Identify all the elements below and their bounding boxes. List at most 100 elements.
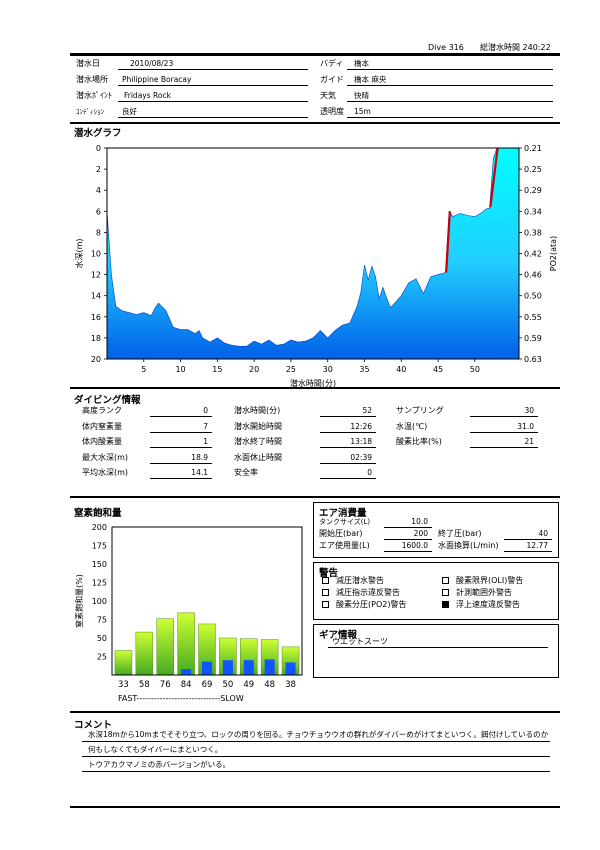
weather-label: 天気 xyxy=(320,91,336,100)
diving-info-label: 潜水時間(分) xyxy=(234,406,281,415)
depth-tick-label: 2 xyxy=(96,165,101,174)
nitrogen-tick-label: 125 xyxy=(92,579,107,588)
depth-tick-label: 8 xyxy=(96,228,101,237)
checked-box-icon xyxy=(442,601,449,608)
diving-info-label: 体内窒素量 xyxy=(82,421,122,431)
compartment-label: 38 xyxy=(285,680,296,690)
dive-profile-chart: 0 2 4 6 8 10 12 14 16 18 20 0.21 0.25 0.29 0.34 0.38 0.4… xyxy=(74,144,558,388)
po2-tick-label: 0.21 xyxy=(524,144,542,153)
nitrogen-bar xyxy=(135,631,154,676)
compartment-label: 58 xyxy=(139,680,150,690)
warning-label: 減圧潜水警告 xyxy=(336,576,384,585)
gear-title: ギア情報 xyxy=(319,630,358,641)
air-used-label: エア使用量(L) xyxy=(319,541,370,550)
graph-title: 潜水グラフ xyxy=(74,128,122,139)
diving-info-title: ダイビング情報 xyxy=(74,395,141,406)
unchecked-box-icon xyxy=(322,601,329,608)
diving-info-label: 体内酸素量 xyxy=(82,437,122,446)
visibility-label: 透明度 xyxy=(320,107,344,116)
x-axis-title: 潜水時間(分) xyxy=(290,378,336,388)
oxygen-bar xyxy=(181,669,192,675)
oxygen-bar xyxy=(243,660,254,675)
time-tick-label: 20 xyxy=(249,365,259,374)
nitrogen-tick-label: 100 xyxy=(92,597,107,606)
oxygen-bar xyxy=(264,659,275,675)
dive-number: Dive 316 xyxy=(428,43,464,52)
depth-tick-label: 14 xyxy=(91,292,101,301)
ascent-warning-mark-1 xyxy=(445,211,451,273)
diving-info-label: 潜水開始時間 xyxy=(234,421,282,431)
warning-label: 計測範囲外警告 xyxy=(456,588,512,597)
warning-label: 酸素分圧(PO2)警告 xyxy=(336,600,407,609)
total-dive-time: 総潜水時間 240:22 xyxy=(480,43,551,52)
air-consumption-box: エア消費量 タンクサイズ(L) 10.0 開始圧(bar) 200 終了圧(ba… xyxy=(313,502,559,558)
date-value: 2010/08/23 xyxy=(130,59,174,68)
compartment-label: 84 xyxy=(181,680,192,690)
nitrogen-tick-label: 175 xyxy=(92,542,107,551)
po2-tick-label: 0.50 xyxy=(524,292,542,301)
guide-label: ガイド xyxy=(320,75,344,84)
sac-label: 水面換算(L/min) xyxy=(438,541,499,550)
nitrogen-plot-border xyxy=(111,526,303,676)
diving-info-value: 0 xyxy=(367,468,372,477)
depth-tick-label: 18 xyxy=(91,334,101,343)
point-label: 潜水ﾎﾟｲﾝﾄ xyxy=(76,91,112,100)
start-pressure-value: 200 xyxy=(413,529,428,538)
tank-value: 10.0 xyxy=(411,517,428,526)
nitrogen-bar xyxy=(114,650,133,676)
diving-info-value: 12:26 xyxy=(350,421,372,431)
point-value: Fridays Rock xyxy=(124,91,171,100)
warning-item: 減圧潜水警告 xyxy=(322,576,384,586)
compartment-label: 69 xyxy=(202,680,213,690)
po2-tick-label: 0.34 xyxy=(524,207,542,216)
air-used-value: 1600.0 xyxy=(401,541,428,550)
comment-title: コメント xyxy=(74,720,113,731)
y2-axis-title: PO2(ata) xyxy=(549,236,558,271)
comment-line-2: 何もしなくてもダイバーにまといつく。 xyxy=(88,745,223,754)
depth-tick-label: 10 xyxy=(91,250,101,259)
oxygen-bar xyxy=(222,660,233,675)
visibility-value: 15m xyxy=(354,107,371,116)
diving-info-value: 1 xyxy=(203,437,208,446)
nitrogen-tick-label: 50 xyxy=(97,634,107,643)
diving-info-label: 平均水深(m) xyxy=(82,468,129,477)
compartment-label: 33 xyxy=(118,680,129,690)
po2-tick-label: 0.29 xyxy=(524,186,542,195)
nitrogen-y-title: 窒素飽和量(%) xyxy=(74,574,84,628)
oxygen-bar xyxy=(285,662,296,675)
po2-tick-label: 0.63 xyxy=(524,355,542,364)
nitrogen-bar xyxy=(156,618,174,676)
diving-info-label: 安全率 xyxy=(234,468,258,477)
diving-info-label: 潜水終了時間 xyxy=(234,437,282,446)
time-tick-label: 45 xyxy=(433,365,443,374)
nitrogen-tick-label: 150 xyxy=(92,560,107,569)
po2-tick-label: 0.38 xyxy=(524,228,542,237)
gear-box: ギア情報 ウエットスーツ xyxy=(313,624,559,678)
end-pressure-value: 40 xyxy=(538,529,548,538)
po2-tick-label: 0.46 xyxy=(524,271,542,280)
comment-line-1: 水深18mから10mまでそそり立つ、ロックの周りを回る。チョウチョウウオの群れが… xyxy=(88,730,549,739)
depth-tick-label: 20 xyxy=(91,355,101,364)
place-value: Philippine Boracay xyxy=(122,75,192,84)
warning-item: 酸素分圧(PO2)警告 xyxy=(322,600,406,610)
diving-info-value: 21 xyxy=(524,437,534,446)
start-pressure-label: 開始圧(bar) xyxy=(319,529,363,538)
warnings-box: 警告 減圧潜水警告 減圧指示違反警告 酸素分圧(PO2)警告 酸素限界(OLI)警告計… xyxy=(313,562,559,620)
unchecked-box-icon xyxy=(322,577,329,584)
time-tick-label: 35 xyxy=(359,365,369,374)
compartment-label: 76 xyxy=(160,680,171,690)
depth-tick-label: 0 xyxy=(96,144,101,153)
depth-area xyxy=(106,147,520,360)
diving-info-label: 酸素比率(%) xyxy=(396,437,442,446)
diving-info-value: 52 xyxy=(362,406,372,415)
depth-tick-label: 6 xyxy=(96,207,101,216)
nitrogen-tick-label: 75 xyxy=(97,616,107,625)
sac-value: 12.77 xyxy=(526,541,548,550)
diving-info-value: 14.1 xyxy=(191,468,208,477)
date-label: 潜水日 xyxy=(76,59,100,68)
warning-label: 浮上速度違反警告 xyxy=(456,600,520,609)
time-tick-label: 25 xyxy=(286,365,296,374)
po2-tick-label: 0.59 xyxy=(524,334,542,343)
nitrogen-bar xyxy=(177,612,195,676)
diving-info-label: 高度ランク xyxy=(82,406,122,415)
